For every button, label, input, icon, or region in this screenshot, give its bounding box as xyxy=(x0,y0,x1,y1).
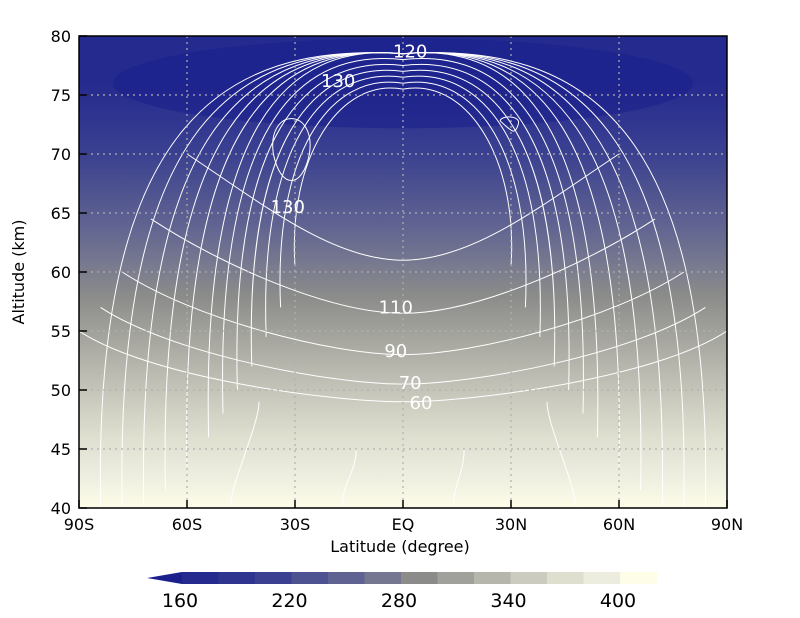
contour-line xyxy=(207,52,599,438)
colorbar-tick-label: 280 xyxy=(381,590,417,612)
colorbar-tick-labels: 160 220 280 340 400 xyxy=(162,590,636,612)
y-axis: 40 45 50 55 60 65 70 75 80 xyxy=(51,27,87,518)
x-tick-label: 30N xyxy=(495,515,527,534)
colorbar-tick-label: 400 xyxy=(600,590,636,612)
contour-closed-loop xyxy=(499,116,519,132)
colorbar-segment xyxy=(218,572,256,584)
grid-lines xyxy=(79,36,727,508)
contour-line xyxy=(279,81,527,308)
x-tick-label: 90S xyxy=(64,515,95,534)
colorbar xyxy=(147,572,657,584)
contour-label: 70 xyxy=(399,373,422,394)
x-tick-label: 90N xyxy=(711,515,743,534)
contour-label: 130 xyxy=(271,197,305,218)
y-tick-label: 75 xyxy=(51,86,71,105)
colorbar-segment xyxy=(437,572,475,584)
y-tick-label: 55 xyxy=(51,322,71,341)
y-tick-label: 80 xyxy=(51,27,71,46)
contour-label: 90 xyxy=(384,341,407,362)
colorbar-segment xyxy=(620,572,657,584)
colorbar-arrow xyxy=(147,572,182,584)
contour-line xyxy=(452,448,465,508)
y-tick-label: 60 xyxy=(51,263,71,282)
contour-line xyxy=(236,63,570,391)
y-tick-label: 50 xyxy=(51,381,71,400)
colorbar-segment xyxy=(510,572,548,584)
contour-line xyxy=(546,401,577,508)
y-axis-title: Altitude (km) xyxy=(9,220,28,325)
y-tick-label: 65 xyxy=(51,204,71,223)
x-tick-label: 60N xyxy=(603,515,635,534)
x-axis-title: Latitude (degree) xyxy=(330,537,470,556)
contour-line xyxy=(222,58,584,414)
contour-line xyxy=(79,330,727,403)
y-tick-label: 45 xyxy=(51,440,71,459)
colorbar-tick-label: 340 xyxy=(490,590,526,612)
contour-label: 120 xyxy=(393,41,427,62)
colorbar-segment xyxy=(328,572,365,584)
contour-line xyxy=(229,401,260,508)
contour-label: 110 xyxy=(379,297,413,318)
y-tick-label: 40 xyxy=(51,499,71,518)
contour-line xyxy=(265,75,541,337)
x-tick-label: 30S xyxy=(280,515,311,534)
colorbar-tick-label: 220 xyxy=(271,590,307,612)
colorbar-segment xyxy=(583,572,621,584)
y-tick-label: 70 xyxy=(51,145,71,164)
contour-line xyxy=(186,153,620,261)
colorbar-segment xyxy=(547,572,584,584)
colorbar-tick-label: 160 xyxy=(162,590,198,612)
contour-lines xyxy=(79,52,727,508)
contour-label: 60 xyxy=(410,393,433,414)
plot-area xyxy=(79,36,727,508)
x-tick-label: 60S xyxy=(172,515,203,534)
x-axis: 90S 60S 30S EQ 30N 60N 90N xyxy=(64,500,743,534)
colorbar-segment xyxy=(364,572,402,584)
colorbar-segment xyxy=(182,572,219,584)
colorbar-segment xyxy=(291,572,329,584)
contour-line xyxy=(341,448,357,508)
colorbar-segment xyxy=(401,572,438,584)
contour-closed-loop xyxy=(272,118,311,182)
contour-line xyxy=(293,87,513,267)
contour-label: 130 xyxy=(321,71,355,92)
colorbar-segment xyxy=(474,572,511,584)
colorbar-segment xyxy=(255,572,292,584)
x-tick-label: EQ xyxy=(392,515,415,534)
contour-line xyxy=(250,69,556,367)
